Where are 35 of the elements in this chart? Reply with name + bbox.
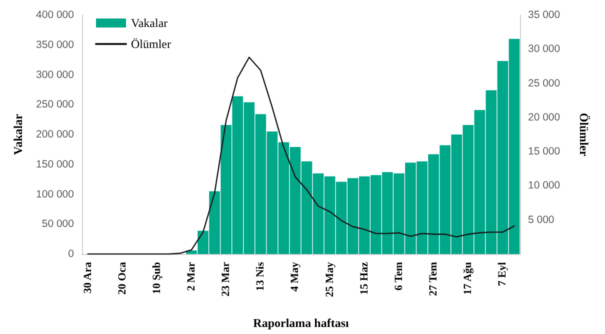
y-tick-label: 50 000: [42, 218, 74, 230]
x-tick-label: 20 Oca: [116, 262, 128, 295]
y-tick-label: 100 000: [36, 188, 74, 200]
y-tick-label: 200 000: [36, 128, 74, 140]
y-tick-label: 350 000: [36, 38, 74, 51]
y-tick-label: 0: [68, 248, 74, 260]
x-tick-label: 4 May: [289, 262, 302, 292]
y2-tick-label: 15 000: [528, 146, 560, 158]
y2-tick-label: 30 000: [528, 43, 560, 56]
y-tick-label: 150 000: [36, 158, 74, 170]
x-tick-label: 25 May: [324, 262, 336, 298]
y-tick-label: 250 000: [36, 98, 74, 111]
x-tick-label: 30 Ara: [82, 262, 94, 294]
legend-label: Ölümler: [131, 37, 171, 51]
y2-tick-label: 25 000: [528, 77, 560, 90]
line-series: [87, 56, 515, 255]
x-tick-label: 15 Haz: [358, 262, 370, 295]
x-tick-label: 6 Tem: [392, 262, 405, 290]
y2-tick-label: 35 000: [528, 9, 560, 21]
x-tick-label: 7 Eyl: [496, 262, 509, 286]
x-tick-label: 23 Mar: [220, 262, 232, 297]
x-tick-label: 2 Mar: [186, 262, 198, 292]
y-axis-title: Vakalar: [11, 113, 25, 155]
y-tick-label: 300 000: [36, 68, 74, 81]
x-tick-label: 13 Nis: [254, 261, 267, 292]
y2-tick-label: 20 000: [528, 111, 560, 124]
x-axis-title: Raporlama haftası: [253, 316, 350, 330]
y2-axis-title: Ölümler: [577, 112, 591, 157]
y2-tick-label: 10 000: [528, 180, 560, 192]
y-tick-label: 400 000: [36, 9, 74, 21]
x-tick-label: 10 Şub: [150, 262, 163, 294]
legend-label: Vakalar: [131, 16, 168, 30]
x-tick-label: 17 Ağu: [462, 262, 474, 295]
x-tick-label: 27 Tem: [428, 262, 440, 296]
y2-tick-label: 5 000: [528, 214, 554, 226]
